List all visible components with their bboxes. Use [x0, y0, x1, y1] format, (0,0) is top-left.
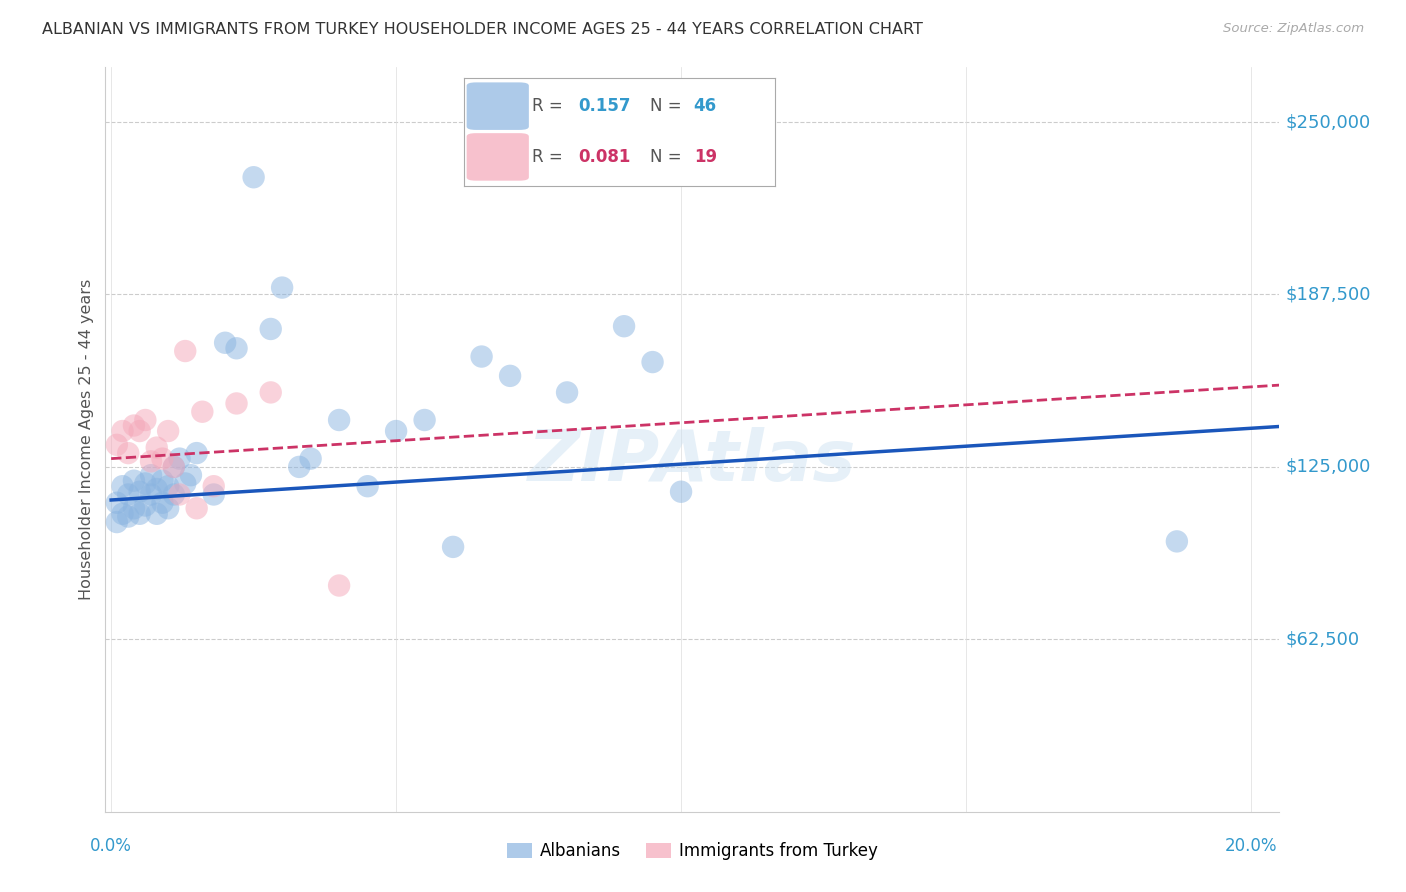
- Point: [641, 355, 664, 369]
- Point: [169, 451, 191, 466]
- Point: [180, 468, 202, 483]
- Point: [385, 424, 408, 438]
- Point: [174, 344, 197, 359]
- Point: [117, 487, 139, 501]
- Text: Source: ZipAtlas.com: Source: ZipAtlas.com: [1223, 22, 1364, 36]
- Point: [328, 413, 350, 427]
- Text: 0.0%: 0.0%: [90, 837, 132, 855]
- Point: [202, 479, 225, 493]
- Point: [111, 507, 134, 521]
- Point: [191, 405, 214, 419]
- Point: [299, 451, 322, 466]
- Point: [152, 496, 174, 510]
- Point: [260, 385, 283, 400]
- Text: $187,500: $187,500: [1285, 285, 1371, 303]
- Legend: Albanians, Immigrants from Turkey: Albanians, Immigrants from Turkey: [501, 836, 884, 867]
- Point: [328, 578, 350, 592]
- Point: [111, 424, 134, 438]
- Point: [669, 484, 692, 499]
- Point: [134, 413, 156, 427]
- Point: [169, 487, 191, 501]
- Text: ALBANIAN VS IMMIGRANTS FROM TURKEY HOUSEHOLDER INCOME AGES 25 - 44 YEARS CORRELA: ALBANIAN VS IMMIGRANTS FROM TURKEY HOUSE…: [42, 22, 924, 37]
- Point: [157, 424, 180, 438]
- Text: $250,000: $250,000: [1285, 113, 1371, 131]
- Point: [225, 396, 247, 410]
- Point: [441, 540, 464, 554]
- Point: [117, 509, 139, 524]
- Text: $62,500: $62,500: [1285, 631, 1360, 648]
- Point: [111, 479, 134, 493]
- Point: [186, 446, 208, 460]
- Point: [163, 487, 186, 501]
- Text: 20.0%: 20.0%: [1225, 837, 1277, 855]
- Point: [117, 446, 139, 460]
- Point: [174, 476, 197, 491]
- Point: [139, 468, 162, 483]
- Point: [613, 319, 636, 334]
- Point: [139, 454, 162, 468]
- Point: [145, 507, 167, 521]
- Point: [214, 335, 236, 350]
- Point: [288, 459, 311, 474]
- Point: [122, 418, 145, 433]
- Point: [413, 413, 436, 427]
- Point: [242, 170, 264, 185]
- Text: $125,000: $125,000: [1285, 458, 1371, 476]
- Point: [105, 515, 128, 529]
- Point: [163, 459, 186, 474]
- Point: [128, 424, 150, 438]
- Text: ZIPAtlas: ZIPAtlas: [529, 427, 856, 496]
- Point: [157, 479, 180, 493]
- Point: [471, 350, 494, 364]
- Point: [128, 484, 150, 499]
- Point: [145, 482, 167, 496]
- Point: [105, 496, 128, 510]
- Point: [139, 487, 162, 501]
- Point: [1166, 534, 1188, 549]
- Point: [105, 438, 128, 452]
- Point: [145, 441, 167, 455]
- Point: [134, 499, 156, 513]
- Point: [356, 479, 378, 493]
- Point: [260, 322, 283, 336]
- Point: [134, 476, 156, 491]
- Point: [555, 385, 578, 400]
- Point: [152, 474, 174, 488]
- Point: [225, 341, 247, 355]
- Point: [122, 501, 145, 516]
- Point: [152, 451, 174, 466]
- Y-axis label: Householder Income Ages 25 - 44 years: Householder Income Ages 25 - 44 years: [79, 278, 94, 600]
- Point: [128, 507, 150, 521]
- Point: [157, 501, 180, 516]
- Point: [122, 474, 145, 488]
- Point: [499, 368, 522, 383]
- Point: [202, 487, 225, 501]
- Point: [186, 501, 208, 516]
- Point: [163, 459, 186, 474]
- Point: [271, 280, 294, 294]
